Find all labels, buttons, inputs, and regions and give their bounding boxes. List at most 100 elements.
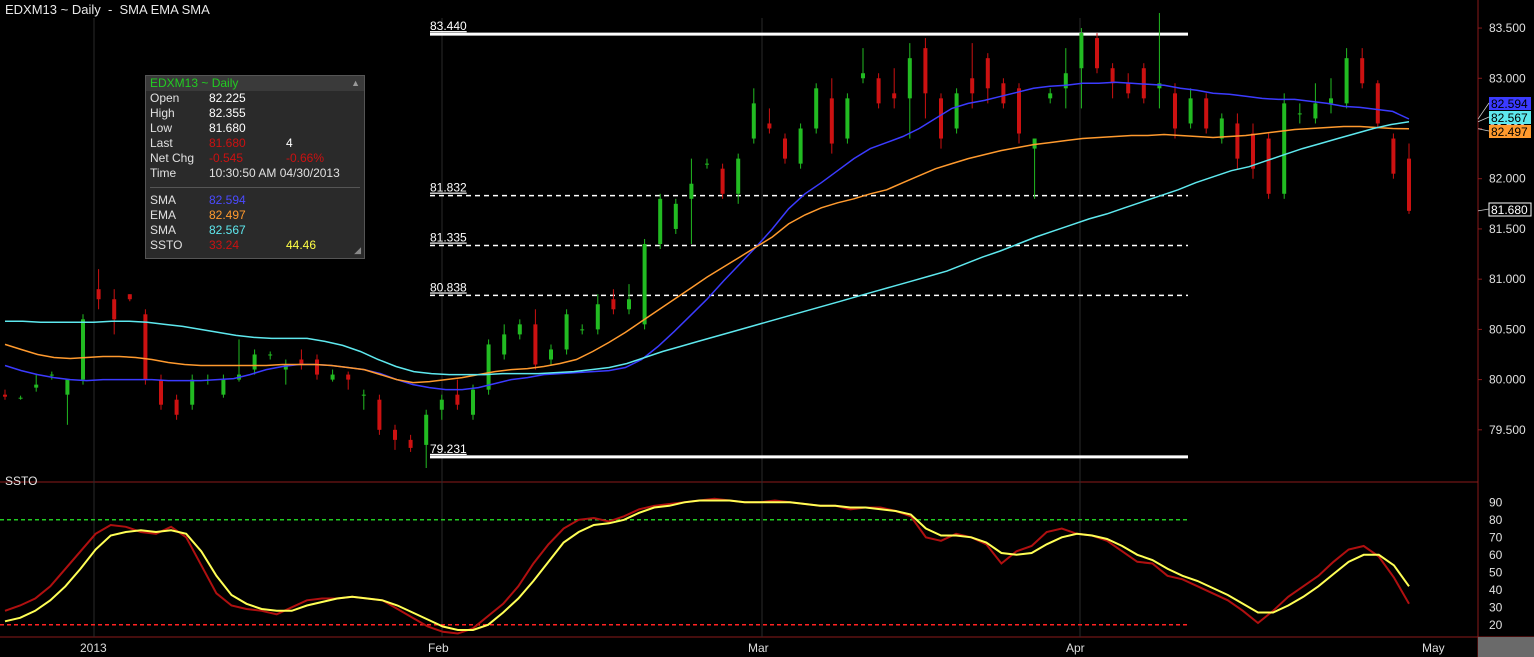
candle-body: [689, 183, 694, 199]
candle-body: [471, 389, 475, 415]
candle-body: [299, 359, 304, 365]
fib-level-label: 81.335: [430, 231, 467, 245]
ssto-slow-line: [4, 499, 1410, 631]
ssto-panel-title: SSTO: [5, 474, 38, 488]
candle-body: [486, 344, 491, 390]
candle-body: [283, 364, 288, 370]
price-tag-label: 82.594: [1491, 97, 1528, 111]
candle-body: [424, 414, 429, 445]
sma-short-line: [4, 81, 1410, 391]
candle-body: [330, 374, 335, 380]
candle-body: [1110, 68, 1115, 84]
candle-body: [455, 394, 460, 405]
candle-body: [361, 394, 366, 396]
data-window-header[interactable]: EDXM13 ~ Daily ▲: [146, 76, 364, 91]
candle-body: [814, 88, 819, 129]
ssto-y-tick-label: 50: [1489, 565, 1503, 579]
candle-body: [970, 78, 975, 94]
price-tag-label: 81.680: [1491, 203, 1528, 217]
candle-body: [1095, 38, 1099, 69]
candle-body: [252, 354, 257, 370]
candle-body: [159, 379, 163, 405]
price-tag: [1489, 111, 1531, 124]
quote-row: Last 81.680 4: [146, 136, 364, 151]
price-tag-leader: [1477, 116, 1490, 123]
candle-body: [580, 329, 585, 331]
candle-body: [611, 299, 616, 310]
indicator-row: SSTO 33.24 44.46: [146, 238, 364, 253]
data-window-divider: [150, 187, 360, 188]
candle-body: [377, 399, 382, 430]
candle-body: [939, 98, 943, 139]
quote-row: Net Chg -0.545 -0.66%: [146, 151, 364, 166]
candle-body: [502, 334, 507, 355]
quote-value: 82.225: [209, 91, 246, 105]
quote-value: 81.680: [209, 121, 246, 135]
candle-body: [393, 429, 397, 440]
candle-body: [1204, 98, 1209, 129]
indicator-value: 82.497: [209, 208, 246, 222]
candle-body: [1391, 138, 1396, 174]
ssto-y-tick-label: 70: [1489, 530, 1503, 544]
candle-body: [1188, 98, 1193, 124]
collapse-icon[interactable]: ▲: [351, 78, 360, 88]
candle-body: [1360, 58, 1365, 84]
candle-body: [3, 394, 7, 397]
indicator-label: SMA: [150, 193, 177, 207]
candle-body: [954, 93, 959, 129]
fib-level-label: 80.838: [430, 280, 467, 294]
y-tick-label: 79.500: [1489, 423, 1526, 437]
candle-body: [767, 123, 772, 129]
indicator-row: SMA 82.594: [146, 193, 364, 208]
candle-body: [595, 304, 600, 330]
price-tag-leader: [1477, 102, 1490, 120]
candle-body: [845, 98, 850, 139]
price-tag: [1488, 202, 1532, 217]
candle-body: [34, 384, 39, 388]
ssto-y-tick-label: 30: [1489, 600, 1503, 614]
quote-label: Last: [150, 136, 173, 150]
ssto-y-tick-label: 90: [1489, 495, 1503, 509]
quote-label: Open: [150, 91, 180, 105]
candle-body: [907, 58, 912, 99]
ssto-y-tick-label: 80: [1489, 513, 1503, 527]
data-window-title: EDXM13 ~ Daily: [150, 76, 239, 90]
candle-body: [1126, 83, 1131, 94]
candle-body: [1375, 83, 1380, 124]
quote-row: High 82.355: [146, 106, 364, 121]
y-tick-label: 81.000: [1489, 272, 1526, 286]
candle-body: [720, 168, 725, 194]
candle-body: [346, 374, 351, 380]
resize-grip-icon[interactable]: ◢: [354, 245, 361, 255]
price-tag-leader: [1477, 128, 1490, 132]
quote-value: 10:30:50 AM 04/30/2013: [209, 166, 340, 180]
ssto-y-tick-label: 60: [1489, 548, 1503, 562]
y-tick-label: 81.500: [1489, 222, 1526, 236]
candle-body: [876, 78, 881, 104]
candle-body: [736, 158, 741, 194]
quote-value-secondary: -0.66%: [286, 151, 325, 165]
candle-body: [408, 439, 413, 448]
candle-body: [268, 354, 273, 356]
candle-body: [127, 294, 132, 300]
candle-body: [439, 399, 444, 410]
data-window[interactable]: EDXM13 ~ Daily ▲ Open 82.225 High 82.355 Low…: [145, 75, 365, 259]
candle-body: [112, 299, 117, 320]
candle-body: [143, 314, 148, 380]
candle-body: [751, 103, 756, 139]
candle-body: [705, 163, 709, 165]
candle-body: [798, 128, 803, 164]
y-tick-label: 82.000: [1489, 172, 1526, 186]
indicator-row: SMA 82.567: [146, 223, 364, 238]
quote-value: -0.545: [209, 151, 244, 165]
ema-line: [4, 125, 1410, 384]
candle-body: [18, 397, 23, 399]
candle-body: [533, 324, 538, 365]
candle-body: [985, 58, 990, 89]
quote-value-secondary: 4: [286, 136, 293, 150]
indicator-value: 82.567: [209, 223, 246, 237]
sma-long-line: [5, 121, 1410, 376]
candle-body: [517, 324, 522, 335]
candle-body: [1407, 158, 1411, 211]
